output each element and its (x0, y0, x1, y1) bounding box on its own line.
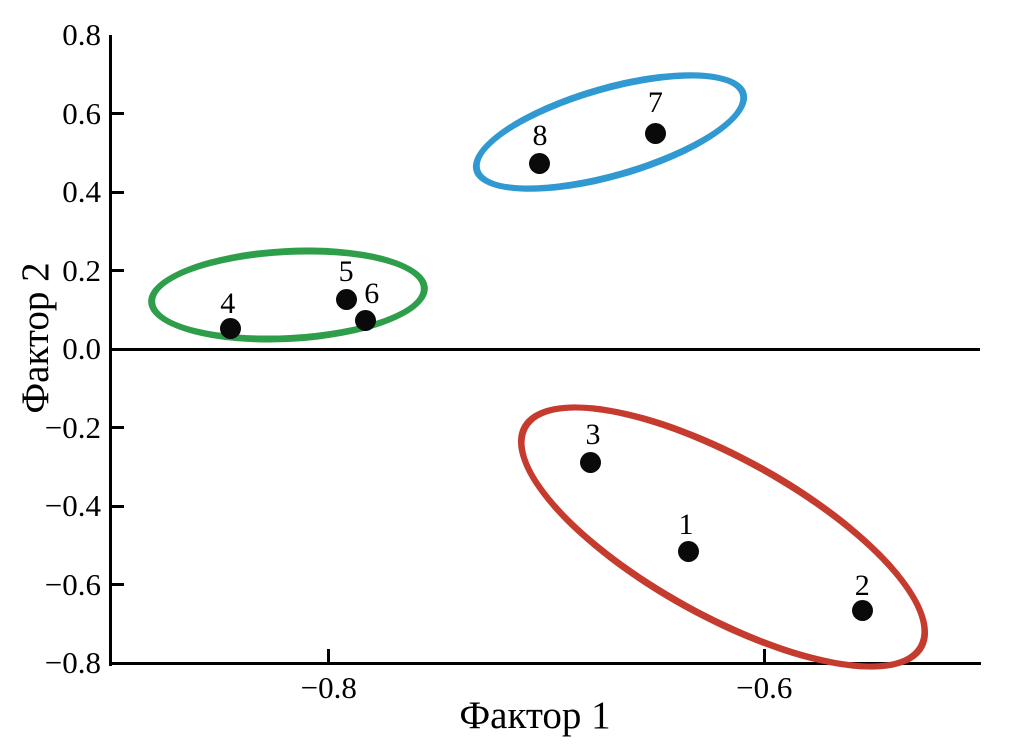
data-point-label-8: 8 (532, 119, 548, 153)
cluster-ellipse-red (482, 353, 964, 721)
zero-baseline (111, 348, 980, 351)
y-axis-tick (112, 426, 124, 429)
x-tick-label: −0.6 (736, 670, 793, 705)
y-axis-tick (112, 112, 124, 115)
y-axis-title: Фактор 2 (14, 262, 57, 414)
data-point-2 (851, 599, 873, 621)
data-point-6 (355, 309, 377, 331)
x-axis-tick (327, 649, 331, 662)
y-axis-tick (112, 190, 124, 194)
y-tick-label: 0.6 (62, 95, 101, 131)
data-point-8 (529, 152, 551, 174)
x-axis-tick (762, 649, 766, 662)
data-point-5 (335, 289, 357, 311)
data-point-7 (644, 122, 666, 144)
data-point-1 (677, 541, 699, 563)
y-tick-label: −0.4 (44, 488, 101, 523)
cluster-ellipse-blue (460, 47, 760, 217)
y-axis-tick (112, 347, 124, 351)
data-point-label-7: 7 (647, 86, 663, 120)
data-point-4 (220, 317, 242, 339)
y-axis-tick (112, 504, 124, 508)
x-axis-line (109, 662, 981, 665)
y-axis-tick (112, 583, 124, 586)
data-point-label-6: 6 (364, 277, 380, 311)
y-tick-label: −0.2 (44, 409, 101, 445)
y-tick-label: −0.6 (44, 566, 101, 602)
y-tick-label: 0.2 (62, 252, 101, 288)
x-tick-label: −0.8 (300, 670, 357, 705)
data-point-3 (579, 452, 601, 474)
y-tick-label: 0.0 (62, 331, 101, 366)
y-tick-label: −0.8 (44, 645, 101, 680)
x-axis-title: Фактор 1 (459, 694, 611, 737)
data-point-label-3: 3 (585, 417, 601, 451)
y-axis-tick (112, 269, 124, 272)
y-axis-line (109, 35, 112, 666)
data-point-label-1: 1 (678, 507, 694, 541)
data-point-label-5: 5 (338, 254, 354, 288)
data-point-label-2: 2 (854, 569, 870, 602)
data-point-label-4: 4 (220, 287, 236, 321)
y-tick-label: 0.4 (62, 174, 101, 209)
y-tick-label: 0.8 (62, 17, 101, 52)
